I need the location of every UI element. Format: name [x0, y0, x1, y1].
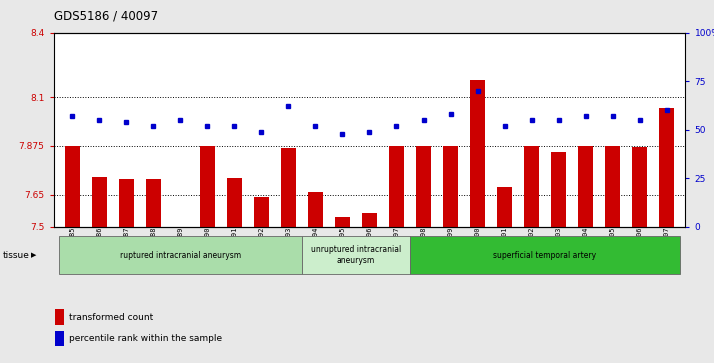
- Text: GDS5186 / 40097: GDS5186 / 40097: [54, 9, 158, 22]
- FancyBboxPatch shape: [59, 236, 302, 274]
- FancyBboxPatch shape: [302, 236, 410, 274]
- Bar: [92, 177, 107, 227]
- Bar: [200, 146, 215, 227]
- Text: ▶: ▶: [31, 252, 36, 258]
- Bar: [254, 197, 269, 227]
- Bar: [470, 80, 485, 227]
- Bar: [55, 331, 64, 346]
- Bar: [443, 146, 458, 227]
- Bar: [308, 192, 323, 227]
- Bar: [659, 108, 674, 227]
- Bar: [605, 146, 620, 227]
- Bar: [335, 217, 350, 227]
- Bar: [119, 179, 134, 227]
- Bar: [281, 148, 296, 227]
- Bar: [416, 146, 431, 227]
- Text: transformed count: transformed count: [69, 313, 153, 322]
- Text: tissue: tissue: [3, 250, 30, 260]
- Bar: [578, 146, 593, 227]
- Bar: [146, 179, 161, 227]
- Text: unruptured intracranial
aneurysm: unruptured intracranial aneurysm: [311, 245, 401, 265]
- Bar: [524, 146, 539, 227]
- Bar: [55, 309, 64, 325]
- Bar: [551, 152, 566, 227]
- Bar: [497, 187, 512, 227]
- Text: percentile rank within the sample: percentile rank within the sample: [69, 334, 221, 343]
- Bar: [362, 213, 377, 227]
- Text: ruptured intracranial aneurysm: ruptured intracranial aneurysm: [120, 250, 241, 260]
- Bar: [65, 146, 80, 227]
- Bar: [632, 147, 647, 227]
- Bar: [227, 178, 242, 227]
- Text: superficial temporal artery: superficial temporal artery: [493, 250, 597, 260]
- FancyBboxPatch shape: [410, 236, 680, 274]
- Bar: [389, 146, 404, 227]
